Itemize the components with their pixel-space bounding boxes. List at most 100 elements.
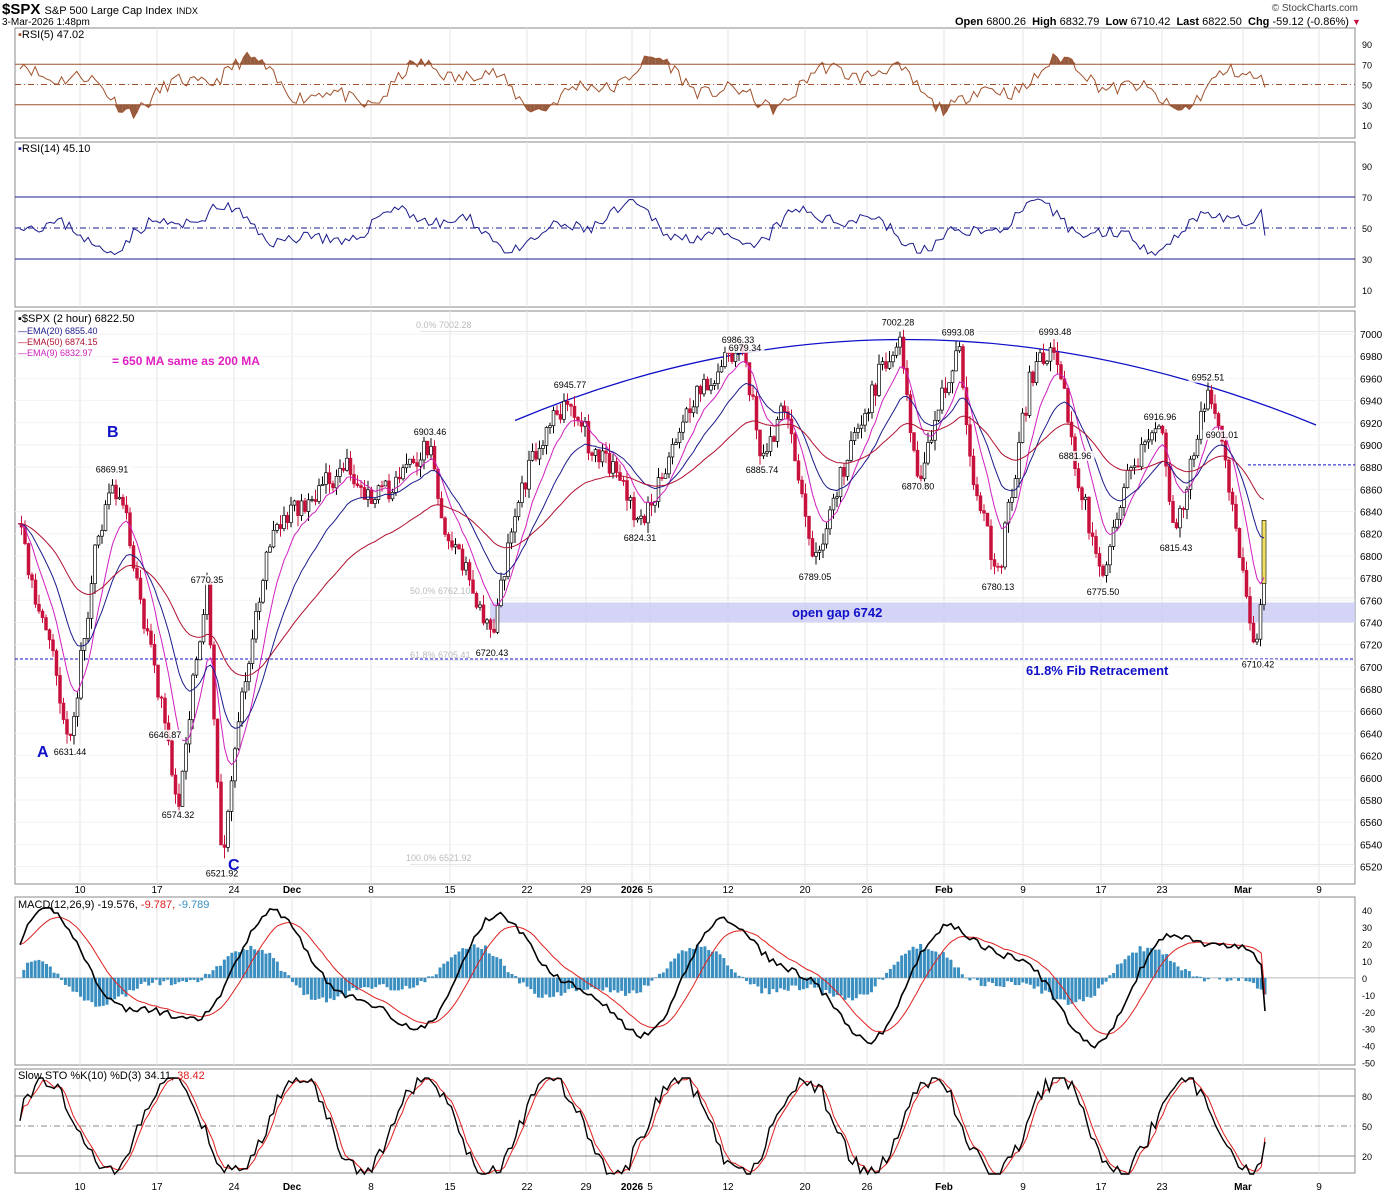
candle-body [117, 496, 122, 500]
candle-body [261, 580, 265, 603]
macd-hist-bar [453, 954, 457, 978]
macd-hist-bar [1096, 977, 1100, 989]
macd-hist-bar [1206, 977, 1210, 980]
candle-body [30, 574, 34, 581]
rounded-top-arc [514, 338, 1317, 426]
macd-hist-bar [1127, 955, 1131, 978]
candle-body [789, 418, 794, 435]
candle-body [835, 496, 839, 499]
candle-body [236, 721, 241, 750]
rsi5-oversold-fill [122, 104, 126, 113]
candle-body [79, 650, 83, 699]
macd-hist-bar [306, 977, 310, 995]
candle-body [229, 780, 234, 812]
price-tick-label: 6960 [1360, 374, 1383, 385]
price-point-label: 6824.31 [624, 533, 657, 543]
candle-body [180, 770, 185, 807]
price-panel: 7000 6980 6960 6940 6920 6900 6880 6860 6840 6820… [15, 317, 1383, 879]
candle-body [429, 445, 433, 456]
macd-hist-bar [26, 962, 30, 978]
candle-body [831, 497, 836, 511]
macd-hist-bar [707, 950, 711, 978]
macd-hist-bar [147, 977, 151, 986]
candle-body [26, 543, 31, 576]
candle-body [401, 467, 405, 480]
candle-body [86, 617, 90, 639]
rsi5-overbought-fill [644, 56, 649, 65]
macd-hist-bar [317, 977, 321, 999]
x-tick-label: 26 [861, 885, 873, 896]
candle-body [338, 467, 342, 477]
candle-body [936, 409, 941, 421]
candle-body [1216, 413, 1221, 427]
ema9-legend: —EMA(9) 6832.97 [18, 348, 93, 358]
candle-body [488, 619, 493, 630]
candle-body [1076, 468, 1081, 489]
macd-hist-bar [1025, 977, 1029, 984]
price-point-label: 6521.92 [206, 868, 239, 878]
sto-k-line [19, 1076, 1266, 1176]
candle-body [194, 659, 199, 676]
price-point-label: 6993.48 [1039, 327, 1072, 337]
price-label-bg [158, 810, 198, 821]
macd-hist-bar [109, 977, 113, 1001]
macd-hist-bar [646, 977, 650, 986]
price-label-bg [878, 317, 918, 328]
macd-hist-bar [116, 977, 120, 997]
candle-body [446, 534, 451, 542]
rsi14-line [19, 198, 1266, 257]
x-tick-label: 20 [799, 1182, 811, 1193]
candle-body [866, 412, 871, 414]
wave-b-label: B [107, 424, 119, 441]
macd-hist-bar [385, 977, 389, 988]
sto-panel: 80 50 20 [15, 1076, 1372, 1176]
current-candle [1261, 520, 1267, 584]
macd-hist-bar [230, 952, 234, 978]
macd-hist-bar [449, 957, 453, 978]
candle-body [481, 604, 486, 624]
macd-hist-bar [1062, 977, 1066, 1000]
candle-body [275, 524, 279, 531]
open-gap-zone [490, 602, 1355, 623]
macd-hist-bar [412, 977, 416, 988]
candle-body [656, 477, 661, 502]
macd-hist-bar [177, 977, 181, 983]
macd-hist-bar [555, 977, 559, 993]
macd-hist-bar [283, 971, 287, 978]
rsi5-overbought-fill [1064, 57, 1069, 65]
x-tick-label: 29 [580, 1182, 592, 1193]
macd-hist-bar [567, 977, 571, 990]
macd-hist-bar [188, 977, 192, 981]
candle-body [579, 420, 584, 427]
rsi5-marker-icon: ▪ [18, 29, 22, 41]
candle-body [156, 664, 160, 698]
rsi5-frame [14, 27, 1356, 139]
candle-body [394, 476, 398, 493]
rsi5-overbought-fill [651, 57, 656, 65]
macd-hist-bar [858, 977, 862, 995]
candle-body [1003, 522, 1007, 568]
axis-labels: 101017172424DecDec8815152222292920262026… [74, 885, 1322, 1193]
macd-hist-bar [676, 953, 680, 978]
rsi5-label: ▪RSI(5) 47.02 [18, 29, 84, 41]
macd-hist-bar [1006, 977, 1010, 982]
macd-hist-bar [1104, 977, 1108, 982]
symbol: $SPX [2, 1, 41, 18]
candle-body [761, 452, 766, 457]
macd-label: MACD(12,26,9) -19.576, -9.787, -9.789 [18, 899, 209, 911]
candle-body [75, 697, 80, 717]
candle-body [404, 463, 409, 469]
macd-hist-bar [1199, 976, 1203, 978]
candle-body [1097, 553, 1102, 567]
macd-hist-bar [1195, 976, 1199, 978]
macd-hist-bar [1172, 962, 1176, 978]
price-label-bg [742, 464, 782, 475]
chg-down-icon: ▼ [1351, 17, 1361, 27]
price-label-bg [898, 481, 938, 492]
rsi5-overbought-fill [648, 56, 652, 65]
rsi5-panel: 90 70 50 30 10 [15, 40, 1372, 131]
candle-body [765, 451, 769, 454]
macd-hist-bar [877, 977, 881, 980]
macd-hist-bar [578, 977, 582, 990]
candle-body [341, 467, 346, 471]
